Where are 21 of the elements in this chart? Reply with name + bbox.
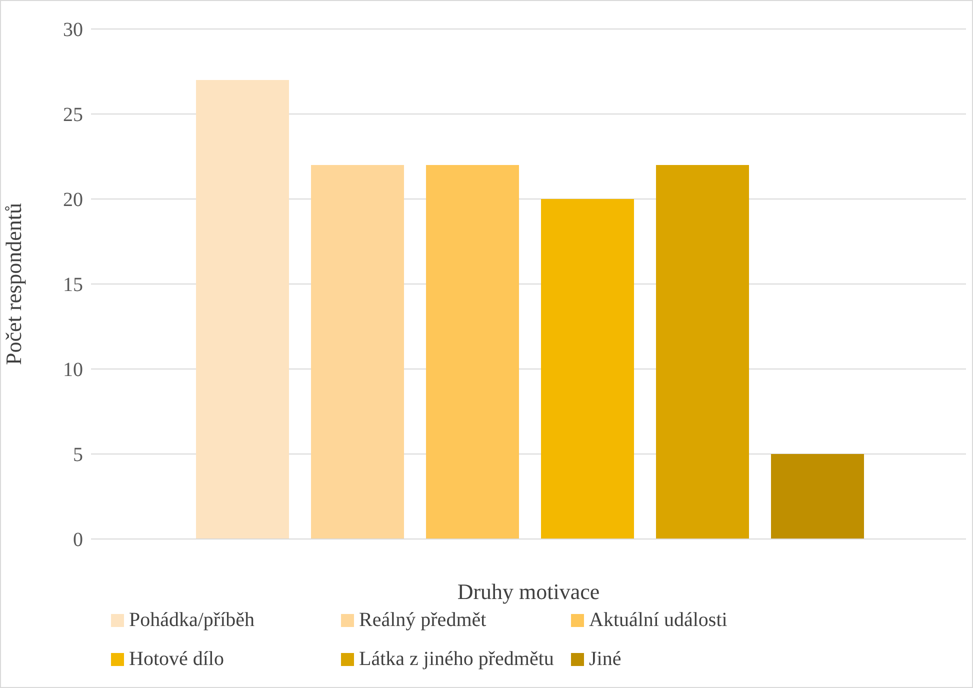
y-tick-label: 20 bbox=[63, 189, 83, 212]
y-tick-label: 30 bbox=[63, 19, 83, 42]
y-tick-label: 15 bbox=[63, 274, 83, 296]
y-tick-label: 10 bbox=[63, 359, 83, 382]
legend-label: Látka z jiného předmětu bbox=[359, 648, 554, 671]
legend-label: Aktuální události bbox=[589, 609, 728, 632]
bar bbox=[771, 454, 864, 539]
bar bbox=[656, 165, 749, 539]
bar bbox=[541, 199, 634, 539]
legend-label: Reálný předmět bbox=[359, 609, 486, 632]
bar bbox=[426, 165, 519, 539]
y-tick-label: 0 bbox=[73, 529, 83, 552]
bar bbox=[311, 165, 404, 539]
legend-label: Pohádka/příběh bbox=[129, 609, 255, 632]
y-tick-label: 25 bbox=[63, 104, 83, 126]
y-tick-label: 5 bbox=[73, 444, 83, 466]
x-axis-title: Druhy motivace bbox=[457, 579, 600, 604]
y-axis-title: Počet respondentů bbox=[0, 203, 26, 365]
legend-label: Hotové dílo bbox=[129, 648, 224, 671]
bar bbox=[196, 80, 289, 539]
legend-label: Jiné bbox=[589, 648, 622, 671]
